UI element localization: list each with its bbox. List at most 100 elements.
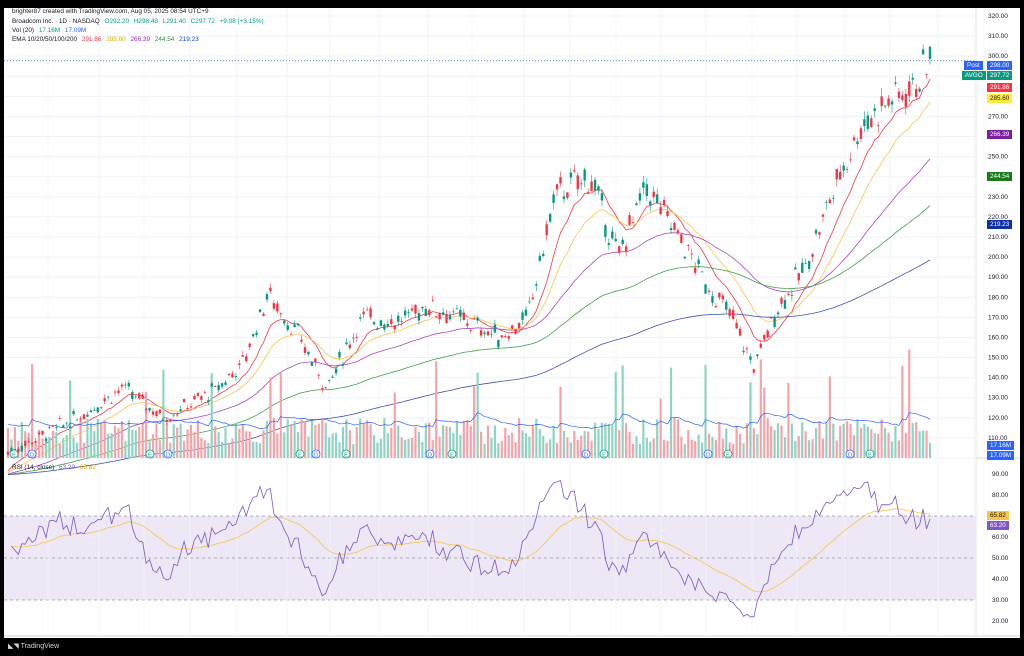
candle-body xyxy=(310,362,314,366)
ema-label[interactable]: EMA 10/20/50/100/200 xyxy=(12,36,78,43)
volume-bar xyxy=(127,420,130,458)
candle-body xyxy=(476,317,479,321)
volume-bar xyxy=(37,430,41,458)
candle-body xyxy=(725,301,728,310)
candle-body xyxy=(517,323,521,329)
candle-body xyxy=(369,308,372,318)
chart-svg[interactable]: 320.00310.00300.00290.00280.00270.00260.… xyxy=(4,8,1020,646)
candle-body xyxy=(462,312,466,321)
volume-bar xyxy=(58,443,61,458)
volume-bar xyxy=(193,431,196,458)
volume-bar xyxy=(749,382,752,458)
volume-bar xyxy=(562,431,566,458)
candle-body xyxy=(345,342,348,345)
volume-bar xyxy=(34,443,37,458)
volume-bar xyxy=(804,431,807,458)
candle-body xyxy=(196,393,200,396)
event-marker-circle xyxy=(341,449,351,459)
candle-body xyxy=(241,355,245,357)
volume-bar xyxy=(835,440,838,458)
candle-body xyxy=(776,312,780,315)
event-marker[interactable]: E xyxy=(447,449,457,459)
candle-body xyxy=(569,172,573,178)
candle-body xyxy=(224,382,227,385)
volume-bar xyxy=(915,422,918,458)
event-marker-circle xyxy=(447,449,457,459)
volume-bar xyxy=(656,419,659,458)
event-marker[interactable]: D xyxy=(311,449,321,459)
volume-bar xyxy=(414,427,417,458)
volume-bar xyxy=(859,427,863,458)
volume-label[interactable]: Vol (20) xyxy=(12,27,35,34)
event-marker[interactable]: E xyxy=(599,449,609,459)
event-marker-label: D xyxy=(314,452,318,458)
chart-canvas[interactable]: 320.00310.00300.00290.00280.00270.00260.… xyxy=(4,8,1020,646)
candle-body xyxy=(787,293,790,296)
volume-bar xyxy=(390,427,393,458)
ema20-line xyxy=(7,101,931,474)
event-marker-circle xyxy=(425,449,435,459)
candle-body xyxy=(908,81,911,96)
volume-bar xyxy=(303,421,307,458)
candle-body xyxy=(148,408,151,411)
event-marker[interactable]: D xyxy=(581,449,591,459)
event-marker[interactable]: D xyxy=(163,449,173,459)
candle-body xyxy=(352,337,355,339)
rsi-label[interactable]: RSI (14, close) xyxy=(12,464,55,471)
event-marker[interactable]: E xyxy=(9,449,19,459)
logo-text: TradingView xyxy=(20,643,60,650)
candle-body xyxy=(693,267,697,273)
volume-bar xyxy=(500,440,503,458)
candle-body xyxy=(172,414,175,416)
candle-body xyxy=(48,426,51,428)
event-marker[interactable]: E xyxy=(145,449,155,459)
volume-bar xyxy=(700,442,704,458)
volume-bar xyxy=(770,426,773,458)
event-marker[interactable]: D xyxy=(27,449,37,459)
event-marker[interactable]: D xyxy=(703,449,713,459)
volume-bar xyxy=(442,425,445,458)
candle-body xyxy=(441,312,445,315)
candle-body xyxy=(417,313,421,321)
volume-bar xyxy=(366,420,369,458)
event-marker[interactable]: E xyxy=(295,449,305,459)
rsi-tick-label: 30.00 xyxy=(992,597,1009,604)
event-marker[interactable]: D xyxy=(425,449,435,459)
tradingview-logo[interactable]: ◣◥ TradingView xyxy=(8,642,59,650)
candle-body xyxy=(386,323,390,327)
volume-bar xyxy=(6,428,10,458)
rsi-tick-label: 50.00 xyxy=(992,555,1009,562)
price-tick-label: 170.00 xyxy=(988,314,1008,321)
candle-body xyxy=(106,396,110,398)
event-marker[interactable]: E xyxy=(865,449,875,459)
volume-bar xyxy=(573,430,576,458)
volume-bar xyxy=(704,365,707,458)
event-marker[interactable]: E xyxy=(723,449,733,459)
candle-body xyxy=(203,392,207,394)
volume-bar xyxy=(445,426,448,458)
candle-body xyxy=(100,407,103,408)
volume-bar xyxy=(811,439,814,458)
event-marker[interactable]: D xyxy=(845,449,855,459)
candle-body xyxy=(393,325,396,330)
event-marker-circle xyxy=(27,449,37,459)
volume-bar xyxy=(583,431,586,458)
volume-bar xyxy=(265,421,269,458)
volume-bar xyxy=(62,437,65,458)
rsi-tick-label: 60.00 xyxy=(992,534,1009,541)
symbol-name[interactable]: Broadcom Inc. · 1D · NASDAQ xyxy=(12,18,100,25)
change-value: +9.08 (+3.15%) xyxy=(219,18,264,25)
volume-bar xyxy=(580,435,583,458)
candle-body xyxy=(514,329,517,334)
candle-body xyxy=(735,322,738,329)
candle-body xyxy=(877,125,880,127)
candle-body xyxy=(497,339,500,348)
candle-body xyxy=(165,419,169,422)
candle-body xyxy=(10,447,13,453)
event-marker-circle xyxy=(9,449,19,459)
rsi-value: 63.20 xyxy=(59,464,76,471)
candle-body xyxy=(662,200,666,205)
event-marker[interactable]: E xyxy=(341,449,351,459)
volume-bar xyxy=(766,418,769,458)
volume-bar xyxy=(780,425,783,458)
